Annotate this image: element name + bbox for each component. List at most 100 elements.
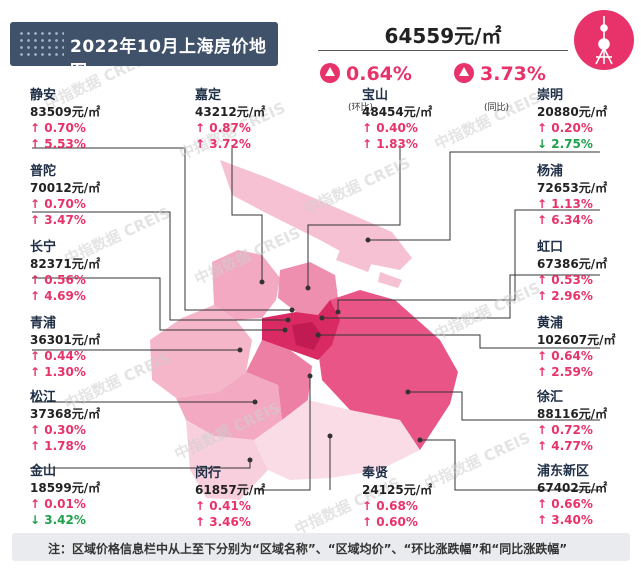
district-name: 奉贤 (362, 466, 389, 481)
district-yoy: ↑ 5.53% (30, 137, 86, 151)
district-jinshan: 金山 18599元/㎡ ↑ 0.01% ↓ 3.42% (30, 464, 100, 528)
divider (318, 50, 568, 51)
hengsha-island (378, 272, 402, 288)
district-mom: ↑ 0.53% (537, 273, 593, 287)
district-mom: ↑ 0.20% (537, 121, 593, 135)
district-mom: ↑ 0.41% (195, 499, 251, 513)
page-title: 2022年10月上海房价地图 (70, 37, 267, 82)
district-chongming: 崇明 20880元/㎡ ↑ 0.20% ↓ 2.75% (537, 88, 607, 152)
district-songjiang: 松江 37368元/㎡ ↑ 0.30% ↑ 1.78% (30, 390, 100, 454)
up-triangle-icon (454, 63, 474, 83)
district-huangpu: 黄浦 102607元/㎡ ↑ 0.64% ↑ 2.59% (537, 316, 615, 380)
district-price: 67402元/㎡ (537, 481, 608, 495)
district-mom: ↑ 0.87% (195, 121, 251, 135)
district-name: 崇明 (537, 88, 564, 103)
district-name: 虹口 (537, 240, 564, 255)
yoy-change: 3.73% (454, 60, 546, 85)
district-yoy: ↑ 0.60% (362, 515, 418, 529)
district-name: 嘉定 (195, 88, 222, 103)
mom-value: 0.64% (346, 63, 412, 85)
district-jingan: 静安 83509元/㎡ ↑ 0.70% ↑ 5.53% (30, 88, 100, 152)
district-price: 24125元/㎡ (362, 483, 433, 497)
district-name: 金山 (30, 464, 57, 479)
district-yoy: ↑ 6.34% (537, 213, 593, 227)
up-triangle-icon (320, 63, 340, 83)
district-price: 82371元/㎡ (30, 257, 101, 271)
mom-change: 0.64% (320, 60, 412, 85)
district-name: 徐汇 (537, 390, 564, 405)
district-yoy: ↑ 3.47% (30, 213, 86, 227)
mom-label: (环比) (348, 103, 374, 113)
district-name: 浦东新区 (537, 464, 590, 479)
footnote-text: 注：区域价格信息栏中从上至下分别为“区域名称”、“区域均价”、“环比涨跌幅”和“… (48, 542, 568, 556)
pudong-area (318, 290, 458, 450)
district-fengxian: 奉贤 24125元/㎡ ↑ 0.68% ↑ 0.60% (362, 466, 432, 530)
district-mom: ↑ 0.70% (30, 121, 86, 135)
qingpu-area (150, 305, 252, 398)
district-price: 83509元/㎡ (30, 105, 101, 119)
district-mom: ↑ 0.30% (30, 423, 86, 437)
district-minhang: 闵行 61857元/㎡ ↑ 0.41% ↑ 3.46% (195, 466, 265, 530)
district-name: 青浦 (30, 316, 57, 331)
district-price: 70012元/㎡ (30, 181, 101, 195)
district-baoshan: 宝山 48454元/㎡ ↑ 0.40% ↑ 1.83% (362, 88, 432, 152)
district-changning: 长宁 82371元/㎡ ↑ 0.56% ↑ 4.69% (30, 240, 100, 304)
district-mom: ↑ 0.44% (30, 349, 86, 363)
district-mom: ↑ 0.70% (30, 197, 86, 211)
district-yoy: ↑ 1.83% (362, 137, 418, 151)
district-mom: ↑ 0.66% (537, 497, 593, 511)
district-yoy: ↑ 3.46% (195, 515, 251, 529)
district-price: 102607元/㎡ (537, 333, 616, 347)
district-price: 20880元/㎡ (537, 105, 608, 119)
district-mom: ↑ 0.64% (537, 349, 593, 363)
district-yoy: ↑ 4.69% (30, 289, 86, 303)
district-name: 闵行 (195, 466, 222, 481)
district-yoy: ↑ 1.30% (30, 365, 86, 379)
district-yoy: ↑ 2.96% (537, 289, 593, 303)
district-mom: ↑ 0.72% (537, 423, 593, 437)
yoy-label: (同比) (484, 103, 510, 113)
district-price: 36301元/㎡ (30, 333, 101, 347)
changxing-island (336, 250, 372, 272)
minhang-area (246, 340, 312, 420)
average-price: 64559元/㎡ (384, 24, 502, 48)
district-mom: ↑ 0.68% (362, 499, 418, 513)
district-price: 61857元/㎡ (195, 483, 266, 497)
district-price: 43212元/㎡ (195, 105, 266, 119)
footnote: 注：区域价格信息栏中从上至下分别为“区域名称”、“区域均价”、“环比涨跌幅”和“… (12, 533, 630, 561)
district-price: 88116元/㎡ (537, 407, 608, 421)
district-pudong: 浦东新区 67402元/㎡ ↑ 0.66% ↑ 3.40% (537, 464, 607, 528)
district-name: 静安 (30, 88, 57, 103)
title-banner: 2022年10月上海房价地图 (10, 22, 278, 82)
district-name: 杨浦 (537, 164, 564, 179)
district-yoy: ↑ 1.78% (30, 439, 86, 453)
district-name: 松江 (30, 390, 57, 405)
district-name: 宝山 (362, 88, 389, 103)
district-price: 37368元/㎡ (30, 407, 101, 421)
district-yoy: ↓ 2.75% (537, 137, 593, 151)
district-name: 长宁 (30, 240, 57, 255)
district-yoy: ↑ 3.40% (537, 513, 593, 527)
district-price: 18599元/㎡ (30, 481, 101, 495)
fengxian-area (254, 400, 420, 480)
district-putuo: 普陀 70012元/㎡ ↑ 0.70% ↑ 3.47% (30, 164, 100, 228)
district-yoy: ↑ 3.72% (195, 137, 251, 151)
jinshan-area (186, 420, 268, 500)
district-qingpu: 青浦 36301元/㎡ ↑ 0.44% ↑ 1.30% (30, 316, 100, 380)
district-yangpu: 杨浦 72653元/㎡ ↑ 1.13% ↑ 6.34% (537, 164, 607, 228)
yoy-value: 3.73% (480, 63, 546, 85)
district-yoy: ↑ 4.77% (537, 439, 593, 453)
district-name: 黄浦 (537, 316, 564, 331)
district-mom: ↑ 0.40% (362, 121, 418, 135)
district-price: 72653元/㎡ (537, 181, 608, 195)
jiading-area (212, 250, 280, 320)
district-jiading: 嘉定 43212元/㎡ ↑ 0.87% ↑ 3.72% (195, 88, 265, 152)
district-name: 普陀 (30, 164, 57, 179)
district-mom: ↑ 0.01% (30, 497, 86, 511)
center-inner (292, 322, 322, 350)
district-price: 48454元/㎡ (362, 105, 433, 119)
oriental-pearl-tower-icon (574, 10, 634, 70)
dots-pattern-icon (18, 30, 64, 58)
